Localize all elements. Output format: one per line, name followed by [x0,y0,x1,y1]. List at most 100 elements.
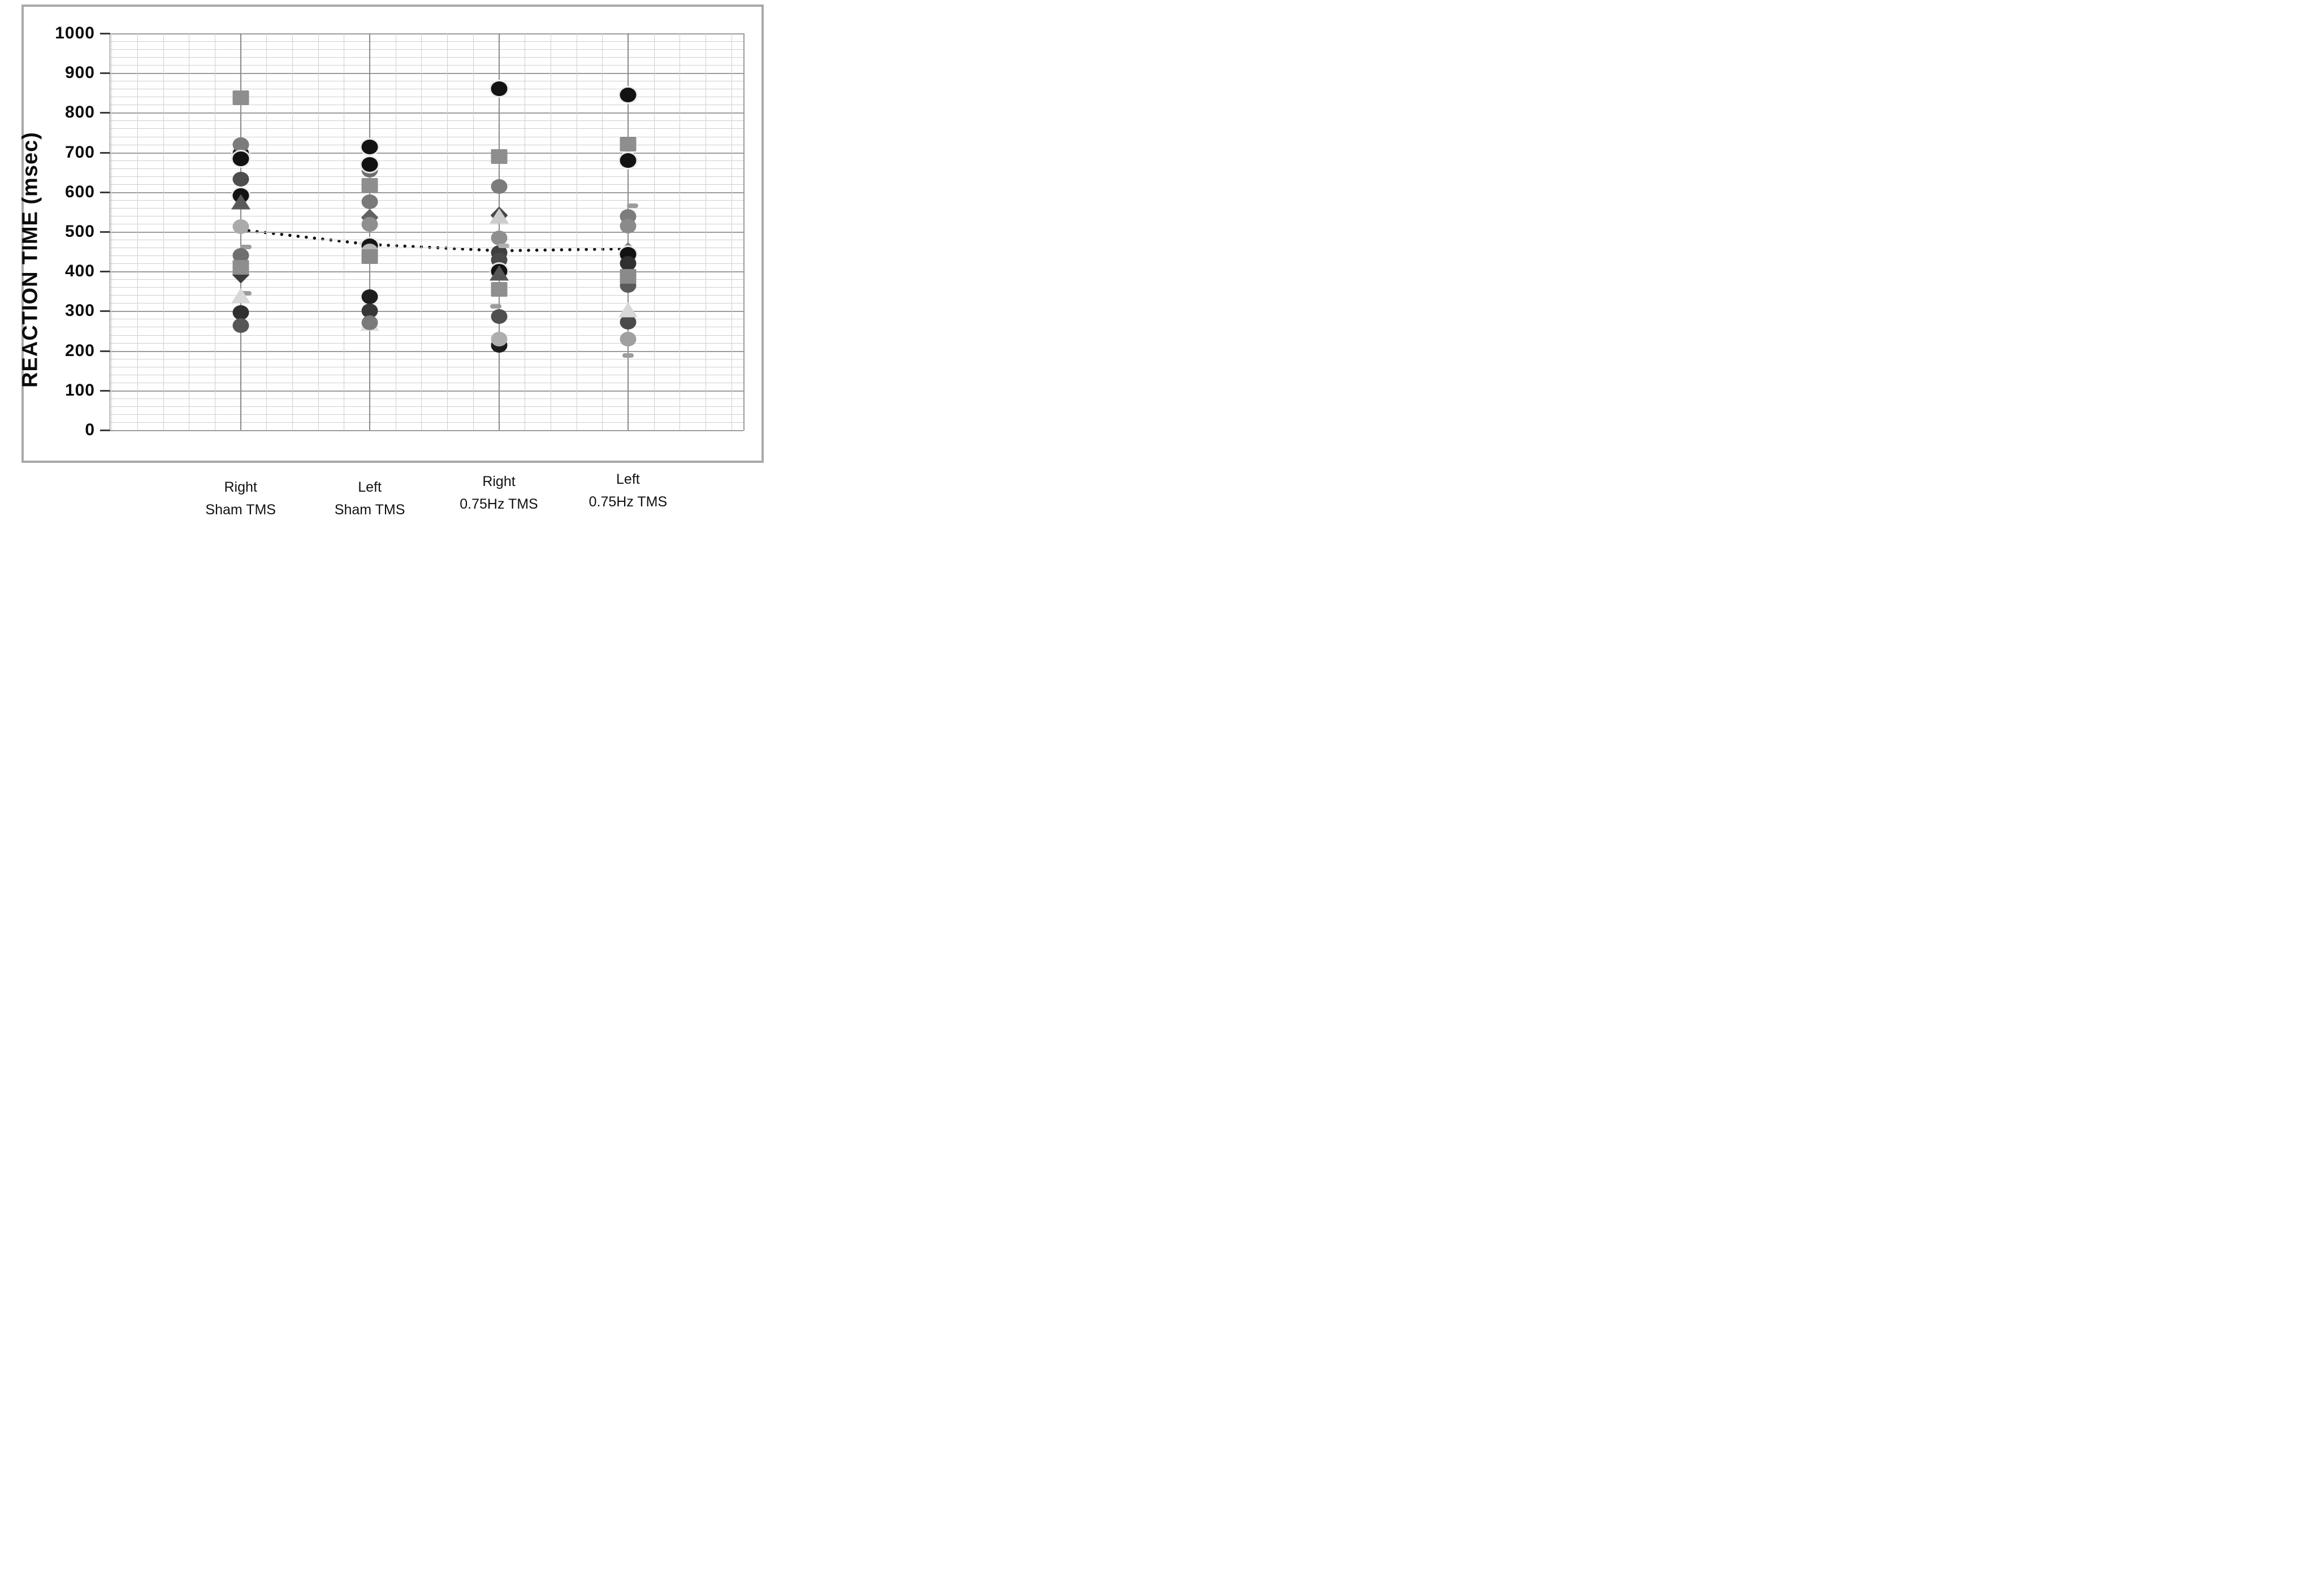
y-tick-label: 700 [64,142,95,162]
y-tick-mark [100,72,110,75]
data-point-circle [361,194,378,209]
data-point-circle [361,139,378,154]
data-point-dash [497,244,509,249]
x-category-label: Right 0.75Hz TMS [426,470,573,515]
gridline [110,192,743,193]
reaction-time-figure: REACTION TIME (msec) 1000 900 800 700 600 500… [0,0,774,528]
data-point-circle [232,318,249,333]
x-category-label: Left 0.75Hz TMS [555,468,702,513]
gridline [137,33,138,430]
gridline [110,335,743,336]
gridline [110,398,743,399]
data-point-circle [491,81,507,97]
data-point-dash [622,353,634,358]
data-point-square [491,149,507,164]
gridline [110,350,743,352]
gridline [473,33,474,430]
data-point-circle [620,153,637,168]
data-point-circle [361,315,378,331]
data-point-square [620,268,637,284]
gridline [110,57,743,58]
y-tick-label: 100 [64,380,95,400]
gridline [110,422,743,423]
gridline [421,33,422,430]
data-point-triangle [231,288,250,303]
data-point-square [232,90,249,105]
data-point-dash [240,245,252,250]
y-tick-mark [100,112,110,114]
y-tick-mark [100,231,110,233]
data-point-square [491,282,507,297]
plot-area [110,33,743,431]
x-category-label-line2: 0.75Hz TMS [588,494,668,510]
y-tick-mark [100,350,110,352]
data-point-circle [232,305,249,320]
gridline [110,49,743,50]
data-point-circle [620,331,637,346]
gridline [447,33,448,430]
x-category-label-line1: Left [358,479,382,495]
data-point-triangle [489,265,509,281]
data-point-circle [491,331,507,346]
gridline [110,168,743,169]
gridline [110,342,743,344]
gridline [110,279,743,280]
plot-right-edge [743,33,745,431]
data-point-circle [232,219,249,234]
gridline [110,128,743,129]
x-category-label-line2: Sham TMS [205,502,276,518]
data-point-circle [620,87,637,102]
gridline [110,65,743,66]
gridline [292,33,293,430]
y-tick-mark [100,389,110,392]
gridline [110,73,743,75]
gridline [110,430,743,431]
data-point-circle [361,216,378,232]
gridline [110,271,743,273]
x-category-label-line2: Sham TMS [334,502,405,518]
data-point-circle [491,309,507,324]
data-point-circle [491,179,507,194]
data-point-dash [626,203,638,209]
gridline [110,152,743,154]
gridline [110,232,743,233]
gridline [110,287,743,288]
data-point-circle [232,137,249,153]
y-tick-mark [100,151,110,154]
y-tick-mark [100,33,110,34]
y-tick-mark [100,430,110,431]
data-point-triangle [489,208,509,224]
x-category-label: Right Sham TMS [167,476,314,521]
gridline [110,207,743,209]
y-tick-mark [100,310,110,313]
data-point-square [361,177,378,193]
gridline [163,33,164,430]
y-tick-label: 300 [64,301,95,320]
gridline [654,33,655,430]
gridline [110,255,743,257]
y-tick-label: 800 [64,103,95,122]
gridline [266,33,267,430]
y-tick-mark [100,271,110,273]
y-tick-label: 400 [64,262,95,281]
data-point-circle [232,171,249,187]
gridline [111,33,112,430]
gridline [110,390,743,392]
data-point-dash [490,303,501,309]
gridline [110,184,743,185]
y-tick-mark [100,191,110,193]
gridline [318,33,319,430]
data-point-circle [491,231,507,246]
data-point-circle [361,157,378,172]
y-tick-label: 1000 [55,24,95,42]
gridline [110,41,743,42]
y-tick-label: 600 [64,182,95,201]
gridline [110,406,743,407]
y-tick-label: 200 [64,341,95,360]
data-point-triangle [618,302,638,318]
y-tick-label: 900 [64,63,95,83]
x-category-label-line2: 0.75Hz TMS [460,496,538,512]
gridline [110,295,743,296]
gridline [110,33,743,34]
data-point-square [620,136,637,151]
